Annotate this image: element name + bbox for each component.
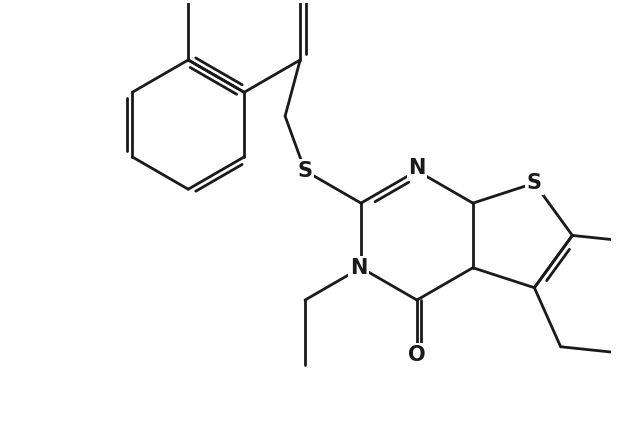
Text: N: N [349, 258, 367, 278]
Text: N: N [408, 158, 426, 178]
Text: S: S [298, 161, 312, 181]
Text: O: O [408, 345, 426, 365]
Text: S: S [527, 173, 542, 193]
